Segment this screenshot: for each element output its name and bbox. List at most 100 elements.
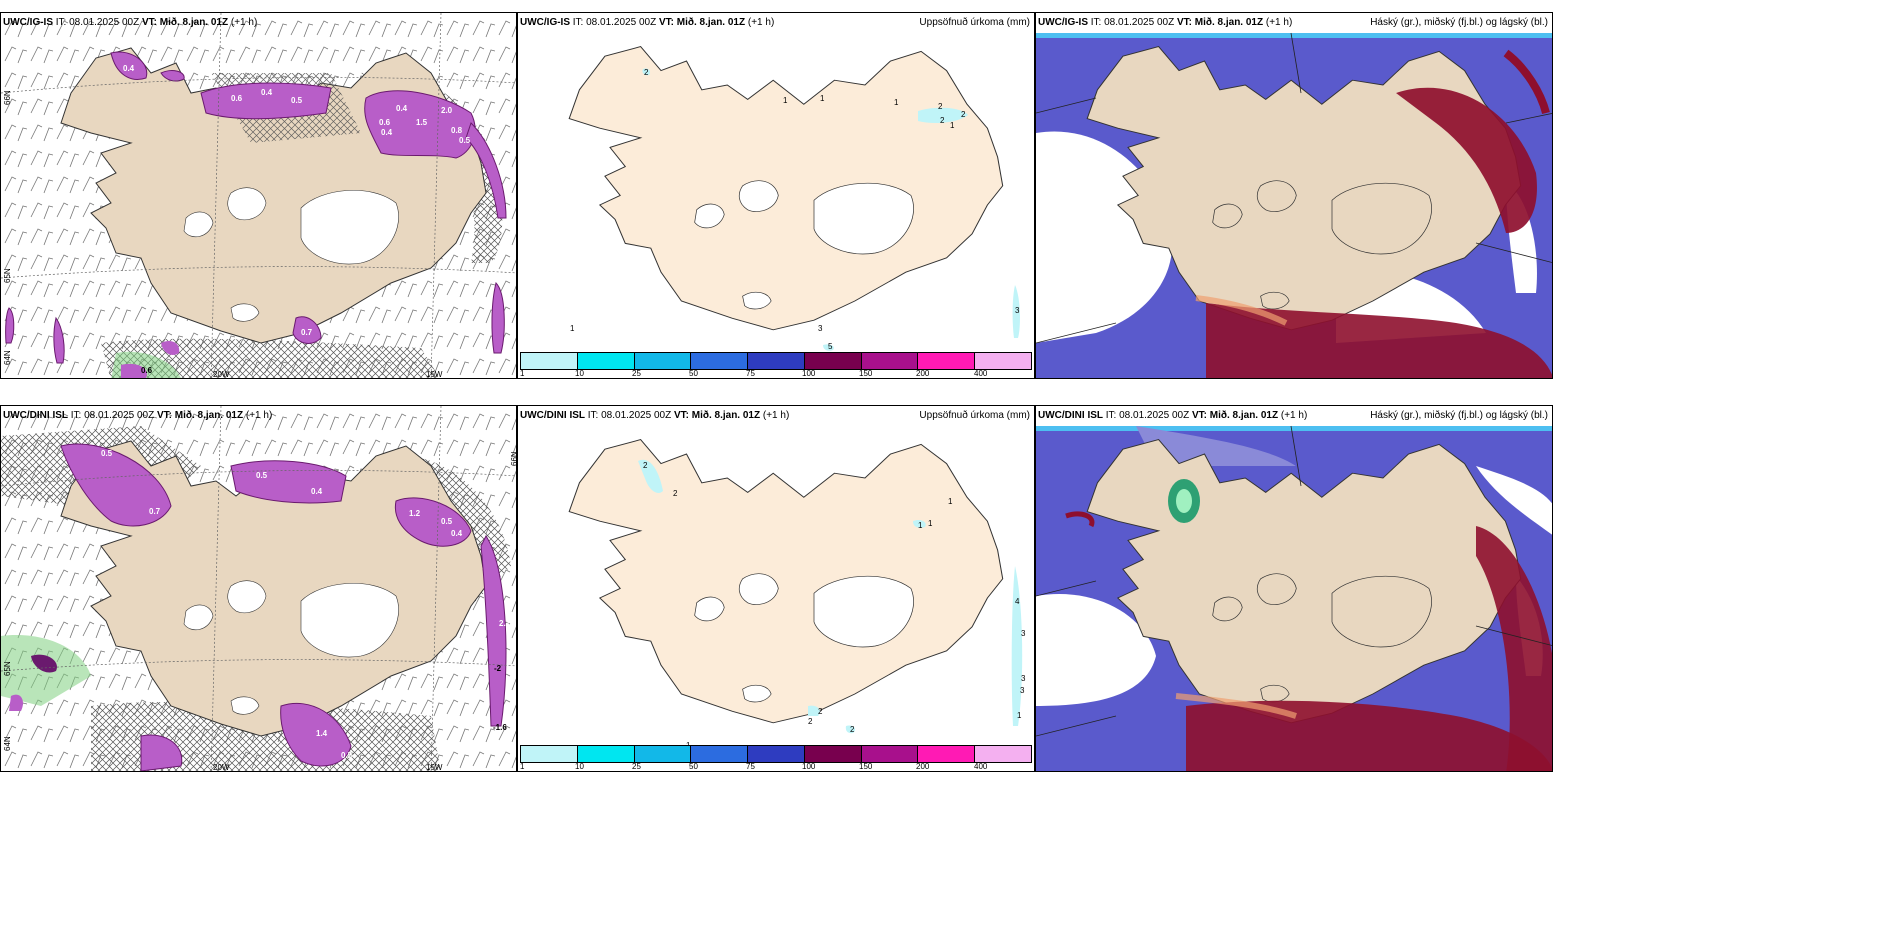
accum-value: 1: [950, 121, 955, 130]
precip-label: 0.7: [149, 507, 161, 516]
precip-label: 0.6: [379, 118, 391, 127]
legend-swatch: [748, 353, 805, 369]
legend-label: 150: [859, 762, 873, 771]
precip-label: 0.5: [459, 136, 471, 145]
panel-title: Uppsöfnuð úrkoma (mm): [919, 17, 1030, 28]
legend-label: 10: [575, 369, 584, 378]
lat-label: 66N: [510, 451, 517, 466]
precip-label: 0.4: [311, 487, 323, 496]
panel-title: Háský (gr.), miðský (fj.bl.) og lágský (…: [1370, 410, 1548, 421]
precip-color-legend: 1 10 25 50 75 100 150 200 400: [518, 352, 1034, 378]
accum-value: 2: [808, 717, 813, 726]
panel-header: UWC/DINI ISL IT: 08.01.2025 00Z VT: Mið.…: [520, 410, 790, 421]
precip-label: 0.5: [441, 517, 453, 526]
map-panel-accum-precip-igis: UWC/IG-IS IT: 08.01.2025 00Z VT: Mið. 8.…: [517, 12, 1035, 379]
lat-label: 64N: [3, 350, 12, 365]
precip-label: 0.4: [261, 88, 273, 97]
accum-value: 1: [918, 521, 923, 530]
lat-label: 64N: [3, 736, 12, 751]
legend-label: 150: [859, 369, 873, 378]
legend-swatch: [804, 353, 862, 369]
cloud-cover-map: [1036, 32, 1552, 378]
precip-label: 0.7: [301, 328, 313, 337]
accum-value: 3: [1020, 686, 1025, 695]
precip-label: 0.5: [101, 449, 113, 458]
lon-label: 20W: [213, 763, 230, 772]
legend-swatch: [634, 746, 692, 762]
legend-swatch: [577, 746, 635, 762]
legend-label: 25: [632, 369, 641, 378]
legend-label: 1: [520, 762, 525, 771]
legend-swatch: [748, 746, 805, 762]
precip-label: 0.4: [381, 128, 393, 137]
panel-header: UWC/IG-IS IT: 08.01.2025 00Z VT: Mið. 8.…: [1038, 17, 1293, 28]
legend-swatch: [918, 353, 976, 369]
accum-value: 2: [940, 116, 945, 125]
lat-label: 66N: [3, 90, 12, 105]
legend-swatch: [975, 746, 1032, 762]
precip-label: 1.5: [416, 118, 428, 127]
accum-value: 5: [828, 342, 833, 351]
lon-label: 15W: [426, 370, 443, 379]
legend-swatch: [861, 353, 919, 369]
accum-value: 3: [1015, 306, 1020, 315]
accum-value: 2: [673, 489, 678, 498]
accum-value: 2: [818, 707, 823, 716]
legend-label: 400: [974, 369, 988, 378]
accum-value: 1: [1017, 711, 1022, 720]
legend-label: 1: [520, 369, 525, 378]
legend-label: 75: [746, 369, 755, 378]
map-panel-clouds-igis: UWC/IG-IS IT: 08.01.2025 00Z VT: Mið. 8.…: [1035, 12, 1553, 379]
accum-value: 2: [644, 68, 649, 77]
accum-value: 2: [850, 725, 855, 734]
legend-swatch: [521, 353, 578, 369]
legend-label: 75: [746, 762, 755, 771]
accum-value: 1: [894, 98, 899, 107]
accum-value: 2: [961, 110, 966, 119]
accum-value: 3: [1021, 629, 1026, 638]
lon-label: 20W: [213, 370, 230, 379]
legend-label: 50: [689, 369, 698, 378]
precip-label: 1.4: [316, 729, 328, 738]
precip-label: 0.4: [396, 104, 408, 113]
lat-label: 65N: [3, 268, 12, 283]
legend-swatch: [804, 746, 862, 762]
lon-label: 15W: [426, 763, 443, 772]
precip-label: 0.8: [451, 126, 463, 135]
precip-label: 0.5: [341, 751, 353, 760]
map-panel-clouds-dini: UWC/DINI ISL IT: 08.01.2025 00Z VT: Mið.…: [1035, 405, 1553, 772]
panel-header: UWC/DINI ISL IT: 08.01.2025 00Z VT: Mið.…: [1038, 410, 1308, 421]
map-panel-wind-precip-igis: UWC/IG-IS IT: 08.01.2025 00Z VT: Mið. 8.…: [0, 12, 517, 379]
legend-swatch: [918, 746, 976, 762]
lat-label: 65N: [3, 661, 12, 676]
cloud-cover-map: [1036, 425, 1552, 771]
precip-label: 0.6: [231, 94, 243, 103]
panel-title: Uppsöfnuð úrkoma (mm): [919, 410, 1030, 421]
legend-label: 100: [802, 762, 816, 771]
precip-label: 1.2: [409, 509, 421, 518]
accum-value: 2: [643, 461, 648, 470]
accum-value: 3: [818, 324, 823, 333]
precip-label: 0.4: [123, 64, 135, 73]
precip-label: -2: [494, 664, 502, 673]
legend-swatch: [577, 353, 635, 369]
panel-title: Háský (gr.), miðský (fj.bl.) og lágský (…: [1370, 17, 1548, 28]
precip-label: 2.0: [441, 106, 453, 115]
panel-header: UWC/IG-IS IT: 08.01.2025 00Z VT: Mið. 8.…: [520, 17, 775, 28]
legend-swatch: [634, 353, 692, 369]
panel-header: UWC/DINI ISL IT: 08.01.2025 00Z VT: Mið.…: [3, 410, 273, 421]
legend-label: 100: [802, 369, 816, 378]
map-panel-accum-precip-dini: UWC/DINI ISL IT: 08.01.2025 00Z VT: Mið.…: [517, 405, 1035, 772]
legend-label: 200: [916, 369, 930, 378]
accum-value: 1: [928, 519, 933, 528]
legend-swatch: [521, 746, 578, 762]
legend-label: 50: [689, 762, 698, 771]
precip-label: 0.4: [451, 529, 463, 538]
legend-swatch: [975, 353, 1032, 369]
legend-label: 400: [974, 762, 988, 771]
precip-label: 0.5: [256, 471, 268, 480]
legend-label: 25: [632, 762, 641, 771]
precip-label: -1.6: [493, 723, 507, 732]
accum-precip-map: 2 1 1 1 2 2 1 2 3 1 3 5: [568, 46, 1020, 351]
legend-swatch: [861, 746, 919, 762]
